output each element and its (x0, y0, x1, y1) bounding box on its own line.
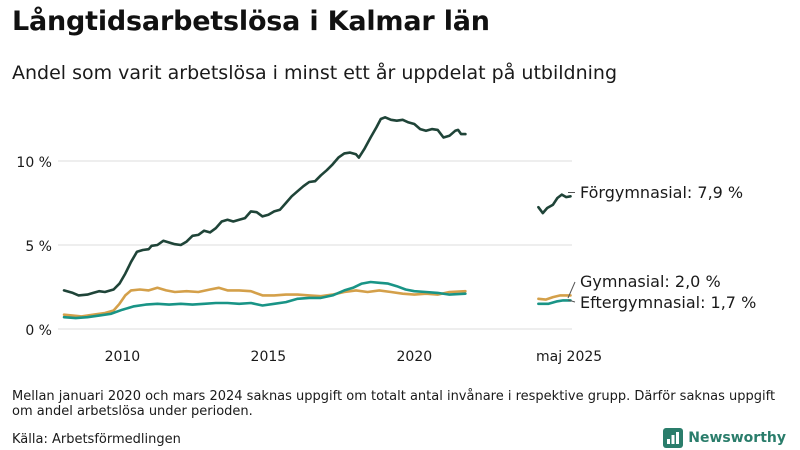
series-line-forgymnasial-1 (62, 116, 467, 297)
series-label: Eftergymnasial: 1,7 % (580, 293, 756, 312)
chart-subtitle: Andel som varit arbetslösa i minst ett å… (12, 62, 618, 84)
x-tick-label: maj 2025 (536, 349, 602, 365)
y-tick-label: 10 % (16, 155, 52, 171)
x-axis-tick-labels: 2010 2015 2020 maj 2025 (105, 349, 603, 365)
x-tick-label: 2015 (251, 349, 287, 365)
series-line-forgymnasial-2 (537, 193, 572, 215)
series-line-gymnasial-2 (537, 294, 572, 301)
brand-name: Newsworthy (688, 430, 786, 446)
series-lines (62, 116, 572, 320)
series-line-gymnasial-1 (62, 286, 467, 318)
source-note: Källa: Arbetsförmedlingen (12, 432, 181, 447)
label-leader-line (567, 299, 576, 303)
series-line-eftergymnasial-2 (537, 299, 572, 306)
newsworthy-icon (663, 428, 684, 448)
y-tick-label: 0 % (25, 323, 52, 339)
newsworthy-logo: Newsworthy (663, 428, 786, 448)
series-labels: Förgymnasial: 7,9 % Gymnasial: 2,0 % Efter… (567, 183, 756, 312)
grid-lines (58, 160, 572, 330)
x-tick-label: 2010 (105, 349, 141, 365)
chart-title: Långtidsarbetslösa i Kalmar län (12, 6, 490, 37)
label-leader-line (567, 281, 576, 299)
series-label: Gymnasial: 2,0 % (580, 272, 721, 291)
y-axis-tick-labels: 0 % 5 % 10 % (16, 155, 52, 339)
y-tick-label: 5 % (25, 239, 52, 255)
series-line-eftergymnasial-1 (62, 280, 467, 320)
x-tick-label: 2020 (397, 349, 433, 365)
footnote: Mellan januari 2020 och mars 2024 saknas… (12, 389, 776, 419)
series-label: Förgymnasial: 7,9 % (580, 183, 743, 202)
